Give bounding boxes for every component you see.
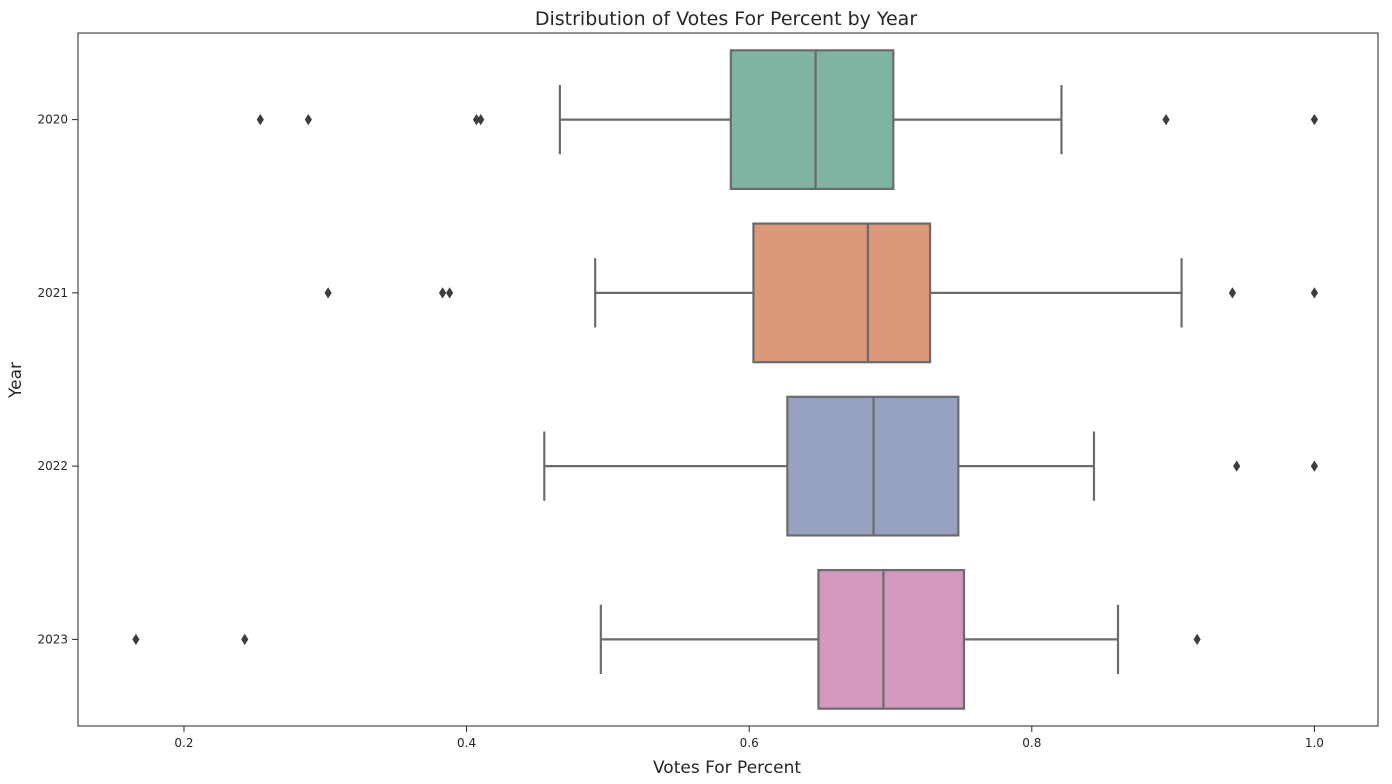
x-tick-label: 0.2	[174, 736, 193, 750]
y-tick-label: 2022	[37, 459, 68, 473]
outlier-point	[472, 114, 481, 126]
outlier-point	[477, 114, 485, 126]
x-tick-label: 1.0	[1305, 736, 1324, 750]
outlier-point	[241, 633, 249, 645]
box-group-2023	[132, 568, 1201, 710]
box-iqr	[729, 49, 895, 191]
y-tick-label: 2021	[37, 286, 68, 300]
outlier-point	[1162, 114, 1170, 126]
outlier-point	[304, 114, 312, 126]
plot-frame	[77, 32, 1379, 727]
x-tick-label: 0.6	[740, 736, 759, 750]
outlier-point	[1233, 460, 1241, 472]
y-tick-label: 2020	[37, 113, 68, 127]
x-tick-label: 0.8	[1022, 736, 1041, 750]
outlier-point	[438, 287, 447, 299]
outlier-point	[1310, 114, 1319, 126]
y-axis: 2020 2021 2022 2023	[37, 113, 78, 646]
box-iqr	[817, 568, 966, 710]
outlier-point	[324, 287, 332, 299]
box-iqr	[752, 222, 932, 364]
outlier-point	[256, 114, 264, 126]
x-axis-label: Votes For Percent	[653, 758, 801, 778]
y-tick-label: 2023	[37, 632, 68, 646]
x-axis: 0.2 0.4 0.6 0.8 1.0	[174, 726, 1324, 750]
outlier-point	[446, 287, 454, 299]
outlier-point	[1228, 287, 1237, 299]
plot-area	[132, 49, 1319, 710]
box-group-2020	[256, 49, 1319, 191]
outlier-point	[1193, 633, 1201, 645]
x-tick-label: 0.4	[457, 736, 476, 750]
outlier-point	[1310, 287, 1319, 299]
outlier-point	[132, 633, 140, 645]
box-group-2022	[543, 395, 1319, 537]
outlier-point	[1310, 460, 1319, 472]
y-axis-label: Year	[6, 362, 26, 399]
box-group-2021	[324, 222, 1319, 364]
chart-title: Distribution of Votes For Percent by Yea…	[535, 8, 917, 30]
